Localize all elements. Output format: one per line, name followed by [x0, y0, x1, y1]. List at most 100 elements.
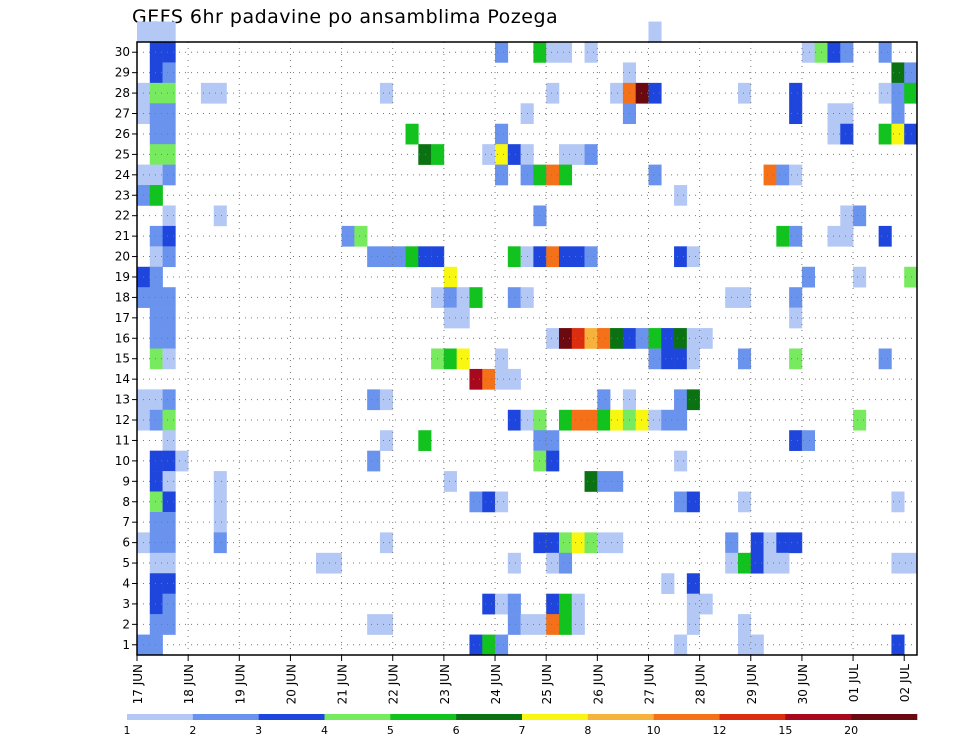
- x-tick-label: 26 JUN: [591, 664, 605, 704]
- heatmap-cell: [149, 144, 163, 165]
- heatmap-cell: [162, 287, 176, 308]
- heatmap-cell: [674, 246, 688, 268]
- y-tick-label: 17: [115, 311, 130, 325]
- heatmap-cell: [162, 103, 176, 125]
- heatmap-cell: [737, 634, 752, 656]
- x-tick-label: 18 JUN: [182, 664, 196, 704]
- heatmap-cell: [443, 266, 457, 288]
- heatmap-cell: [546, 532, 560, 554]
- y-tick-label: 5: [122, 556, 130, 570]
- heatmap-cell: [162, 144, 176, 165]
- colorbar-label: 7: [519, 724, 526, 737]
- heatmap-cell: [853, 266, 867, 288]
- colorbar-label: 12: [713, 724, 727, 737]
- heatmap-cell: [699, 328, 713, 349]
- heatmap-cell: [558, 164, 573, 186]
- heatmap-cell: [149, 307, 163, 329]
- heatmap-cell: [443, 348, 457, 370]
- heatmap-cell: [661, 573, 675, 594]
- chart-title: GEFS 6hr padavine po ansamblima Pozega: [132, 6, 559, 28]
- y-tick-label: 7: [122, 515, 130, 529]
- heatmap-cell: [571, 144, 585, 165]
- heatmap-cell: [737, 82, 752, 104]
- heatmap-cell: [213, 82, 227, 104]
- heatmap-cell: [213, 532, 227, 554]
- heatmap-cell: [584, 246, 598, 268]
- heatmap-cell: [149, 328, 163, 349]
- heatmap-cell: [827, 42, 841, 63]
- heatmap-cell: [737, 348, 752, 370]
- heatmap-cell: [149, 82, 163, 104]
- heatmap-cell: [162, 246, 176, 268]
- heatmap-cell: [149, 225, 163, 247]
- heatmap-cell: [507, 593, 521, 615]
- heatmap-cell: [379, 430, 394, 451]
- heatmap-cell: [801, 266, 816, 288]
- heatmap-cell: [507, 552, 521, 574]
- heatmap-cell: [801, 430, 816, 451]
- heatmap-cell: [776, 225, 790, 247]
- heatmap-cell: [686, 491, 700, 513]
- heatmap-cell: [149, 573, 163, 594]
- heatmap-cell: [162, 225, 176, 247]
- colorbar-swatch: [522, 714, 589, 720]
- x-tick-label: 30 JUN: [796, 664, 810, 704]
- heatmap-cell: [610, 328, 624, 349]
- heatmap-cell: [558, 552, 573, 574]
- heatmap-cell: [162, 491, 176, 513]
- y-tick-label: 2: [122, 617, 130, 631]
- heatmap-cell: [776, 164, 790, 186]
- y-tick-label: 26: [115, 127, 130, 141]
- heatmap-cell: [175, 450, 189, 472]
- heatmap-cell: [379, 532, 394, 554]
- y-tick-label: 10: [115, 454, 130, 468]
- heatmap-cell: [558, 614, 573, 635]
- heatmap-cell: [482, 593, 496, 615]
- heatmap-cell: [443, 307, 457, 329]
- heatmap-cell: [418, 430, 432, 451]
- heatmap-cell: [469, 491, 483, 513]
- heatmap-cell: [162, 430, 176, 451]
- heatmap-cell: [878, 82, 892, 104]
- heatmap-cell: [737, 287, 752, 308]
- heatmap-cell: [546, 552, 560, 574]
- heatmap-cell: [149, 123, 163, 145]
- heatmap-cell: [354, 225, 368, 247]
- colorbar-swatch: [127, 714, 194, 720]
- y-tick-label: 30: [115, 45, 130, 59]
- colorbar: 1 2 3 4 5 6 7 8 10 12 15 20: [124, 714, 918, 737]
- x-tick-label: 19 JUN: [233, 664, 247, 704]
- heatmap-cell: [853, 205, 867, 227]
- heatmap-cell: [891, 103, 905, 125]
- heatmap-cell: [558, 593, 573, 615]
- heatmap-cell: [507, 144, 521, 165]
- heatmap-cell: [597, 409, 611, 431]
- heatmap-cell: [546, 450, 560, 472]
- heatmap-cell: [213, 511, 227, 533]
- heatmap-cell: [635, 82, 649, 104]
- heatmap-cell: [149, 62, 163, 84]
- x-tick-label: 01 JUL: [847, 664, 861, 702]
- heatmap-cell: [878, 42, 892, 63]
- heatmap-cell: [840, 123, 854, 145]
- heatmap-cell: [149, 287, 163, 308]
- x-tick-label: 22 JUN: [387, 664, 401, 704]
- heatmap-cell: [213, 491, 227, 513]
- x-tick-label: 02 JUL: [898, 664, 912, 702]
- heatmap-cell: [507, 409, 521, 431]
- heatmap-cell: [495, 348, 509, 370]
- heatmap-cell: [801, 42, 816, 63]
- heatmap-cell: [558, 144, 573, 165]
- heatmap-cell: [789, 532, 803, 554]
- heatmap-cell: [149, 389, 163, 411]
- heatmap-cell: [750, 552, 764, 574]
- heatmap-cell: [507, 246, 521, 268]
- colorbar-swatch: [587, 714, 654, 720]
- heatmap-cell: [379, 82, 394, 104]
- heatmap-cell: [584, 144, 598, 165]
- heatmap-cell: [584, 42, 598, 63]
- colorbar-swatch: [390, 714, 457, 720]
- heatmap-cell: [495, 144, 509, 165]
- heatmap-cell: [674, 409, 688, 431]
- colorbar-swatch: [456, 714, 523, 720]
